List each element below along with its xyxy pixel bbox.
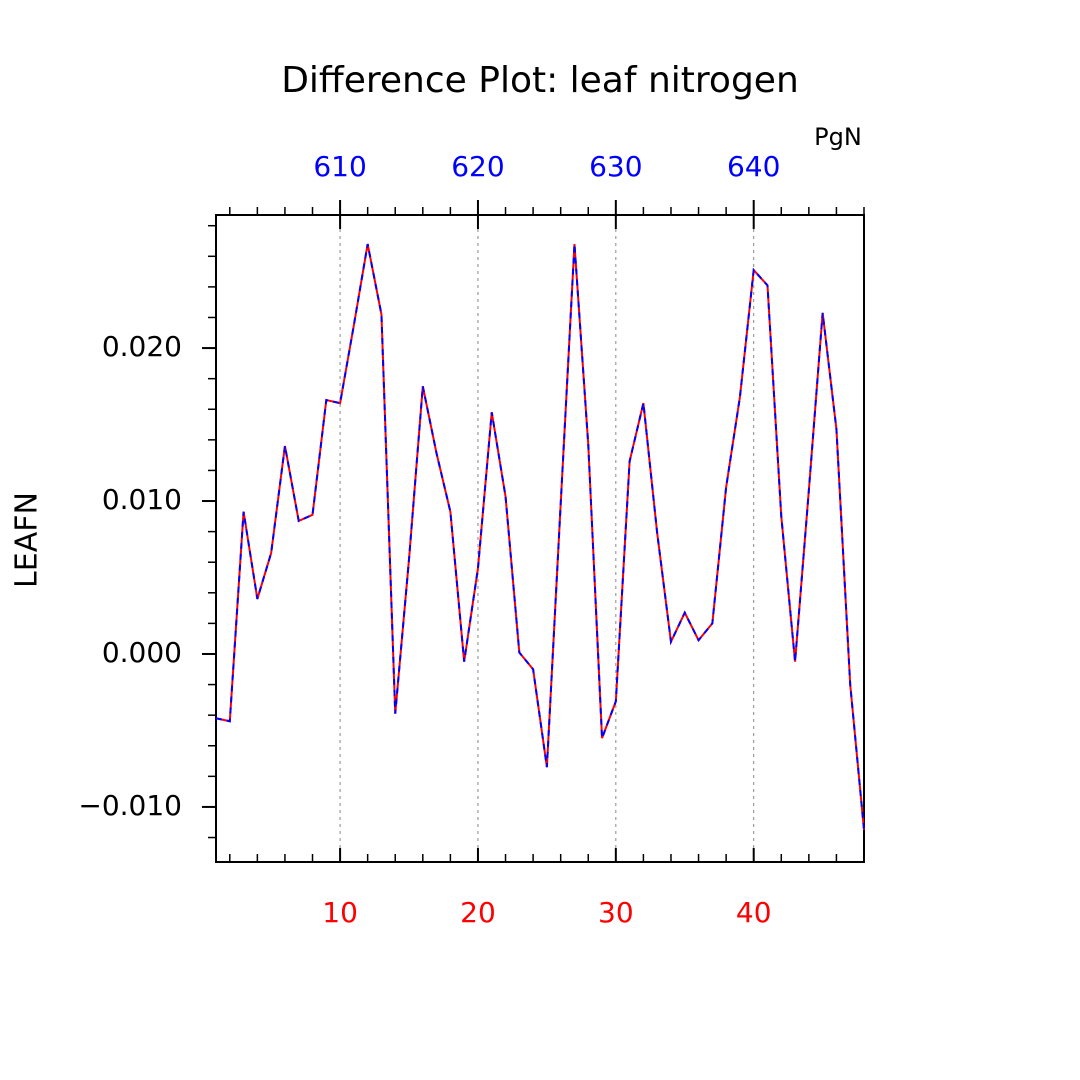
data-line	[215, 243, 865, 830]
chart-title: Difference Plot: leaf nitrogen	[281, 60, 799, 101]
x-tick-label: 20	[460, 896, 496, 929]
y-tick-label: 0.010	[102, 483, 182, 516]
x-tick-label: 10	[322, 896, 358, 929]
y-tick-label: 0.020	[102, 330, 182, 363]
y-tick-label: −0.010	[78, 789, 182, 822]
x2-tick-label: 610	[313, 150, 366, 183]
x-tick-label: 30	[598, 896, 634, 929]
x2-axis-label: PgN	[814, 123, 862, 151]
x2-tick-label: 640	[727, 150, 780, 183]
x-tick-label: 40	[736, 896, 772, 929]
x2-tick-label: 620	[451, 150, 504, 183]
data-line	[215, 243, 865, 830]
x2-tick-label: 630	[589, 150, 642, 183]
plot-frame	[215, 214, 865, 863]
y-tick-label: 0.000	[102, 636, 182, 669]
y-axis-label: LEAFN	[10, 492, 45, 588]
